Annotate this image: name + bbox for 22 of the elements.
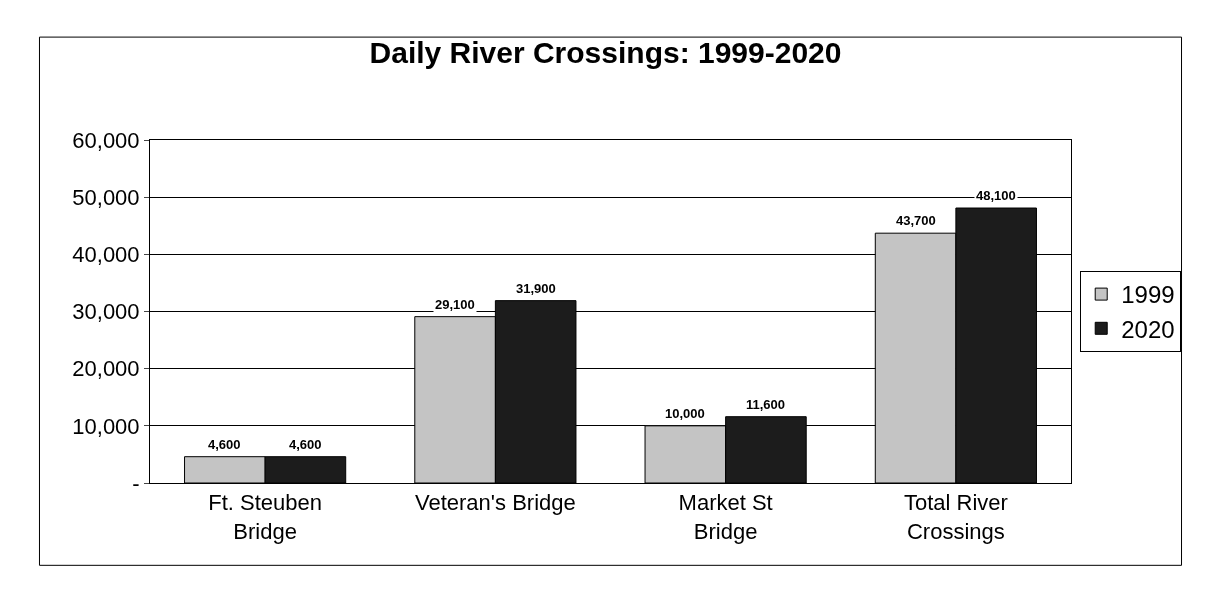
legend-label: 2020 xyxy=(1121,315,1175,343)
y-tick-label: 50,000 xyxy=(72,184,140,210)
data-label: 48,100 xyxy=(976,188,1016,203)
data-label: 43,700 xyxy=(896,213,936,228)
data-label: 11,600 xyxy=(746,397,786,412)
data-label: 4,600 xyxy=(289,437,322,452)
y-tick-label: 60,000 xyxy=(72,127,140,153)
data-label: 31,900 xyxy=(516,281,556,296)
x-tick-label: Ft. Steuben Bridge xyxy=(208,490,323,544)
y-tick-label: 30,000 xyxy=(72,299,140,325)
data-label: 29,100 xyxy=(435,297,475,312)
y-tick-label: 40,000 xyxy=(72,242,140,268)
data-label: 4,600 xyxy=(208,437,241,452)
x-tick-label: Veteran's Bridge xyxy=(415,490,576,516)
chart-title: Daily River Crossings: 1999-2020 xyxy=(369,36,842,70)
legend-label: 1999 xyxy=(1121,281,1175,309)
y-tick-label: 20,000 xyxy=(72,356,140,382)
x-tick-label: Market St Bridge xyxy=(678,490,773,544)
data-label: 10,000 xyxy=(665,406,705,421)
y-tick-label: - xyxy=(132,470,140,496)
y-tick-label: 10,000 xyxy=(72,413,140,439)
x-tick-label: Total River Crossings xyxy=(903,490,1008,544)
